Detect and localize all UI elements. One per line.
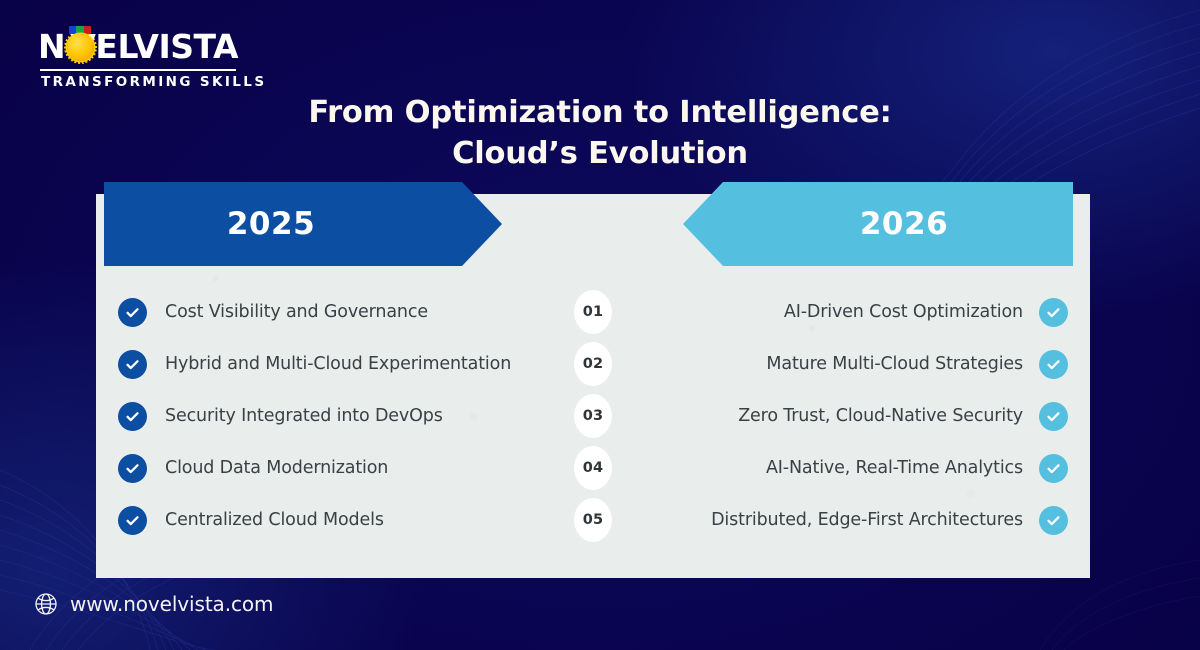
sun-gear-icon bbox=[64, 26, 98, 64]
table-row: Hybrid and Multi-Cloud Experimentation 0… bbox=[96, 338, 1090, 390]
year-label-right: 2026 bbox=[859, 206, 949, 242]
logo-tagline: TRANSFORMING SKILLS bbox=[41, 74, 267, 90]
rgb-bar-icon bbox=[69, 26, 92, 34]
row-left-5: Centralized Cloud Models bbox=[118, 494, 588, 546]
row-left-label: Security Integrated into DevOps bbox=[165, 406, 443, 426]
check-circle-icon bbox=[1039, 401, 1068, 431]
row-left-label: Centralized Cloud Models bbox=[165, 510, 384, 530]
table-row: Cloud Data Modernization 04 AI-Native, R… bbox=[96, 442, 1090, 494]
check-circle-icon bbox=[118, 349, 147, 379]
row-number-badge: 05 bbox=[574, 498, 612, 542]
row-right-label: AI-Driven Cost Optimization bbox=[783, 302, 1023, 322]
row-left-4: Cloud Data Modernization bbox=[118, 442, 588, 494]
row-number-badge: 03 bbox=[574, 394, 612, 438]
year-label-left: 2025 bbox=[226, 206, 316, 242]
page-title-line-1: From Optimization to Intelligence: bbox=[308, 95, 892, 130]
row-number-badge: 04 bbox=[574, 446, 612, 490]
row-right-5: Distributed, Edge-First Architectures bbox=[638, 494, 1068, 546]
row-right-4: AI-Native, Real-Time Analytics bbox=[638, 442, 1068, 494]
row-right-3: Zero Trust, Cloud-Native Security bbox=[638, 390, 1068, 442]
check-circle-icon bbox=[1039, 297, 1068, 327]
row-right-2: Mature Multi-Cloud Strategies bbox=[638, 338, 1068, 390]
globe-icon bbox=[35, 593, 57, 615]
comparison-rows: Cost Visibility and Governance 01 AI-Dri… bbox=[96, 286, 1090, 546]
row-right-1: AI-Driven Cost Optimization bbox=[638, 286, 1068, 338]
row-left-1: Cost Visibility and Governance bbox=[118, 286, 588, 338]
table-row: Security Integrated into DevOps 03 Zero … bbox=[96, 390, 1090, 442]
logo-text-suffix: VELVISTA bbox=[70, 26, 238, 66]
row-left-label: Hybrid and Multi-Cloud Experimentation bbox=[165, 354, 512, 374]
check-circle-icon bbox=[118, 401, 147, 431]
check-circle-icon bbox=[1039, 349, 1068, 379]
check-circle-icon bbox=[118, 297, 147, 327]
year-banner-2026: 2026 bbox=[683, 182, 1073, 266]
row-left-2: Hybrid and Multi-Cloud Experimentation bbox=[118, 338, 588, 390]
row-right-label: AI-Native, Real-Time Analytics bbox=[765, 458, 1023, 478]
row-right-label: Mature Multi-Cloud Strategies bbox=[766, 354, 1023, 374]
row-number-badge: 02 bbox=[574, 342, 612, 386]
year-banner-2025: 2025 bbox=[104, 182, 502, 266]
table-row: Cost Visibility and Governance 01 AI-Dri… bbox=[96, 286, 1090, 338]
page-title-line-2: Cloud’s Evolution bbox=[452, 136, 748, 171]
logo-text-prefix: N bbox=[38, 26, 66, 66]
page-title: From Optimization to Intelligence: Cloud… bbox=[0, 92, 1200, 174]
row-right-label: Distributed, Edge-First Architectures bbox=[711, 510, 1023, 530]
row-number-badge: 01 bbox=[574, 290, 612, 334]
logo-wordmark: N VELVISTA bbox=[38, 26, 238, 66]
check-circle-icon bbox=[1039, 505, 1068, 535]
check-circle-icon bbox=[118, 505, 147, 535]
brand-logo[interactable]: N VELVISTA TRANSFORMING SKILLS bbox=[38, 26, 267, 90]
check-circle-icon bbox=[118, 453, 147, 483]
table-row: Centralized Cloud Models 05 Distributed,… bbox=[96, 494, 1090, 546]
row-right-label: Zero Trust, Cloud-Native Security bbox=[738, 406, 1023, 426]
row-left-label: Cost Visibility and Governance bbox=[165, 302, 428, 322]
check-circle-icon bbox=[1039, 453, 1068, 483]
footer-website[interactable]: www.novelvista.com bbox=[34, 592, 273, 616]
logo-divider bbox=[40, 69, 236, 71]
footer-url-text: www.novelvista.com bbox=[70, 592, 274, 616]
row-left-3: Security Integrated into DevOps bbox=[118, 390, 588, 442]
row-left-label: Cloud Data Modernization bbox=[165, 458, 389, 478]
